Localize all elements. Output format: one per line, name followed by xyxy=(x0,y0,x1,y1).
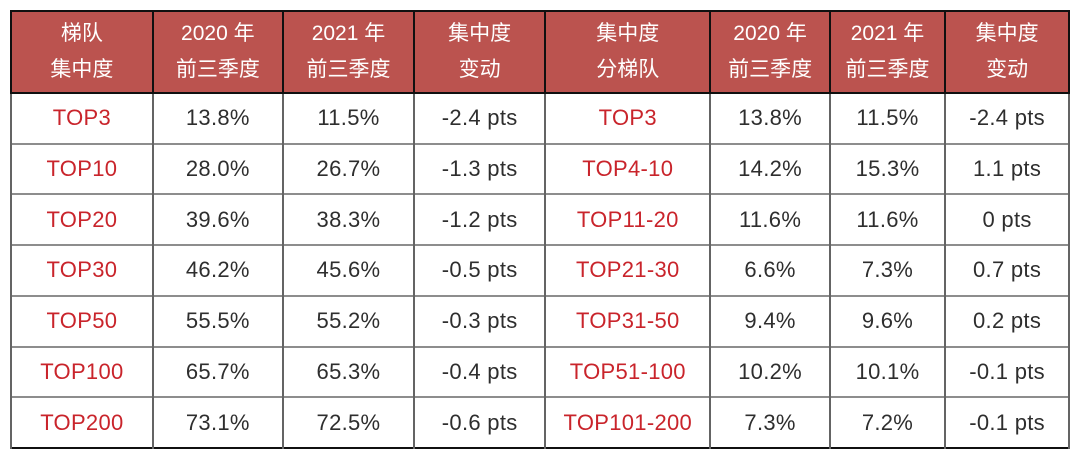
value-cell: 9.4% xyxy=(709,294,831,347)
value-cell: 6.6% xyxy=(709,244,831,296)
header-line: 前三季度 xyxy=(306,58,391,81)
tier-label-cell: TOP100 xyxy=(10,345,154,398)
header-line: 2020 年 xyxy=(733,22,807,45)
header-line: 前三季度 xyxy=(175,58,260,81)
header-line: 集中度 xyxy=(50,58,114,81)
tier-label-cell: TOP20 xyxy=(10,193,154,246)
value-cell: 46.2% xyxy=(151,244,284,296)
tier-label-cell: TOP101-200 xyxy=(544,396,712,448)
value-cell: 0.7 pts xyxy=(944,244,1070,296)
header-line: 2021 年 xyxy=(850,22,925,45)
tier-label-cell: TOP50 xyxy=(10,294,154,347)
header-line: 变动 xyxy=(458,58,501,81)
value-cell: 13.8% xyxy=(151,92,284,144)
header-line: 变动 xyxy=(986,58,1029,81)
table-row: TOP50 55.5% 55.2% -0.3 pts TOP31-50 9.4% 9.6% 0… xyxy=(10,294,1070,347)
value-cell: -1.3 pts xyxy=(413,142,547,195)
value-cell: -1.2 pts xyxy=(413,193,547,246)
value-cell: -2.4 pts xyxy=(413,92,547,144)
table-header: 梯队 集中度 2020 年 前三季度 2021 年 前三季度 集中度 变动 集中… xyxy=(10,10,1070,94)
tier-label-cell: TOP30 xyxy=(10,244,154,296)
value-cell: 14.2% xyxy=(709,142,831,195)
tier-label-cell: TOP200 xyxy=(10,396,154,448)
value-cell: 11.6% xyxy=(709,193,831,246)
tier-label-cell: TOP4-10 xyxy=(544,142,712,195)
column-header-tier-band: 集中度 分梯队 xyxy=(544,10,712,94)
tier-label-cell: TOP31-50 xyxy=(544,294,712,347)
column-header-2021: 2021 年 前三季度 xyxy=(281,10,416,94)
value-cell: -0.5 pts xyxy=(413,244,547,296)
value-cell: 10.1% xyxy=(828,345,947,398)
value-cell: 28.0% xyxy=(151,142,284,195)
value-cell: 73.1% xyxy=(151,396,284,448)
table-row: TOP200 73.1% 72.5% -0.6 pts TOP101-200 7.3% 7.… xyxy=(10,396,1070,448)
tier-concentration-table: 梯队 集中度 2020 年 前三季度 2021 年 前三季度 集中度 变动 集中… xyxy=(10,10,1070,449)
table-row: TOP100 65.7% 65.3% -0.4 pts TOP51-100 10.2% 10… xyxy=(10,345,1070,398)
value-cell: -0.6 pts xyxy=(413,396,547,448)
header-row: 梯队 集中度 2020 年 前三季度 2021 年 前三季度 集中度 变动 集中… xyxy=(10,10,1070,94)
value-cell: -0.1 pts xyxy=(944,396,1070,448)
header-line: 前三季度 xyxy=(845,58,930,81)
header-line: 集中度 xyxy=(975,22,1039,45)
value-cell: 7.3% xyxy=(828,244,947,296)
tier-label-cell: TOP3 xyxy=(10,92,154,144)
column-header-2020: 2020 年 前三季度 xyxy=(151,10,284,94)
header-line: 梯队 xyxy=(60,22,103,45)
column-header-2021-band: 2021 年 前三季度 xyxy=(828,10,947,94)
column-header-tier: 梯队 集中度 xyxy=(10,10,154,94)
header-line: 集中度 xyxy=(448,22,512,45)
value-cell: 15.3% xyxy=(828,142,947,195)
value-cell: 26.7% xyxy=(281,142,416,195)
value-cell: -2.4 pts xyxy=(944,92,1070,144)
table-row: TOP20 39.6% 38.3% -1.2 pts TOP11-20 11.6% 11.6… xyxy=(10,193,1070,246)
value-cell: 7.2% xyxy=(828,396,947,448)
value-cell: 45.6% xyxy=(281,244,416,296)
tier-label-cell: TOP21-30 xyxy=(544,244,712,296)
header-line: 集中度 xyxy=(596,22,660,45)
value-cell: -0.3 pts xyxy=(413,294,547,347)
column-header-change-band: 集中度 变动 xyxy=(944,10,1070,94)
header-line: 分梯队 xyxy=(596,58,660,81)
table-row: TOP10 28.0% 26.7% -1.3 pts TOP4-10 14.2% 15.3%… xyxy=(10,142,1070,195)
tier-label-cell: TOP3 xyxy=(544,92,712,144)
value-cell: 9.6% xyxy=(828,294,947,347)
header-line: 2021 年 xyxy=(311,22,386,45)
header-line: 2020 年 xyxy=(181,22,255,45)
value-cell: 38.3% xyxy=(281,193,416,246)
value-cell: 13.8% xyxy=(709,92,831,144)
value-cell: 10.2% xyxy=(709,345,831,398)
value-cell: 65.3% xyxy=(281,345,416,398)
table-row: TOP30 46.2% 45.6% -0.5 pts TOP21-30 6.6% 7.3% 0… xyxy=(10,244,1070,296)
table-body: TOP3 13.8% 11.5% -2.4 pts TOP3 13.8% 11.5% -2.4… xyxy=(10,92,1070,448)
value-cell: 55.2% xyxy=(281,294,416,347)
value-cell: 55.5% xyxy=(151,294,284,347)
tier-label-cell: TOP51-100 xyxy=(544,345,712,398)
value-cell: 72.5% xyxy=(281,396,416,448)
value-cell: 11.6% xyxy=(828,193,947,246)
table-row: TOP3 13.8% 11.5% -2.4 pts TOP3 13.8% 11.5% -2.4… xyxy=(10,92,1070,144)
value-cell: 11.5% xyxy=(828,92,947,144)
value-cell: -0.1 pts xyxy=(944,345,1070,398)
value-cell: 65.7% xyxy=(151,345,284,398)
value-cell: 11.5% xyxy=(281,92,416,144)
value-cell: 0 pts xyxy=(944,193,1070,246)
column-header-2020-band: 2020 年 前三季度 xyxy=(709,10,831,94)
value-cell: 7.3% xyxy=(709,396,831,448)
value-cell: -0.4 pts xyxy=(413,345,547,398)
tier-label-cell: TOP10 xyxy=(10,142,154,195)
column-header-change: 集中度 变动 xyxy=(413,10,547,94)
value-cell: 0.2 pts xyxy=(944,294,1070,347)
value-cell: 1.1 pts xyxy=(944,142,1070,195)
value-cell: 39.6% xyxy=(151,193,284,246)
header-line: 前三季度 xyxy=(728,58,813,81)
tier-label-cell: TOP11-20 xyxy=(544,193,712,246)
